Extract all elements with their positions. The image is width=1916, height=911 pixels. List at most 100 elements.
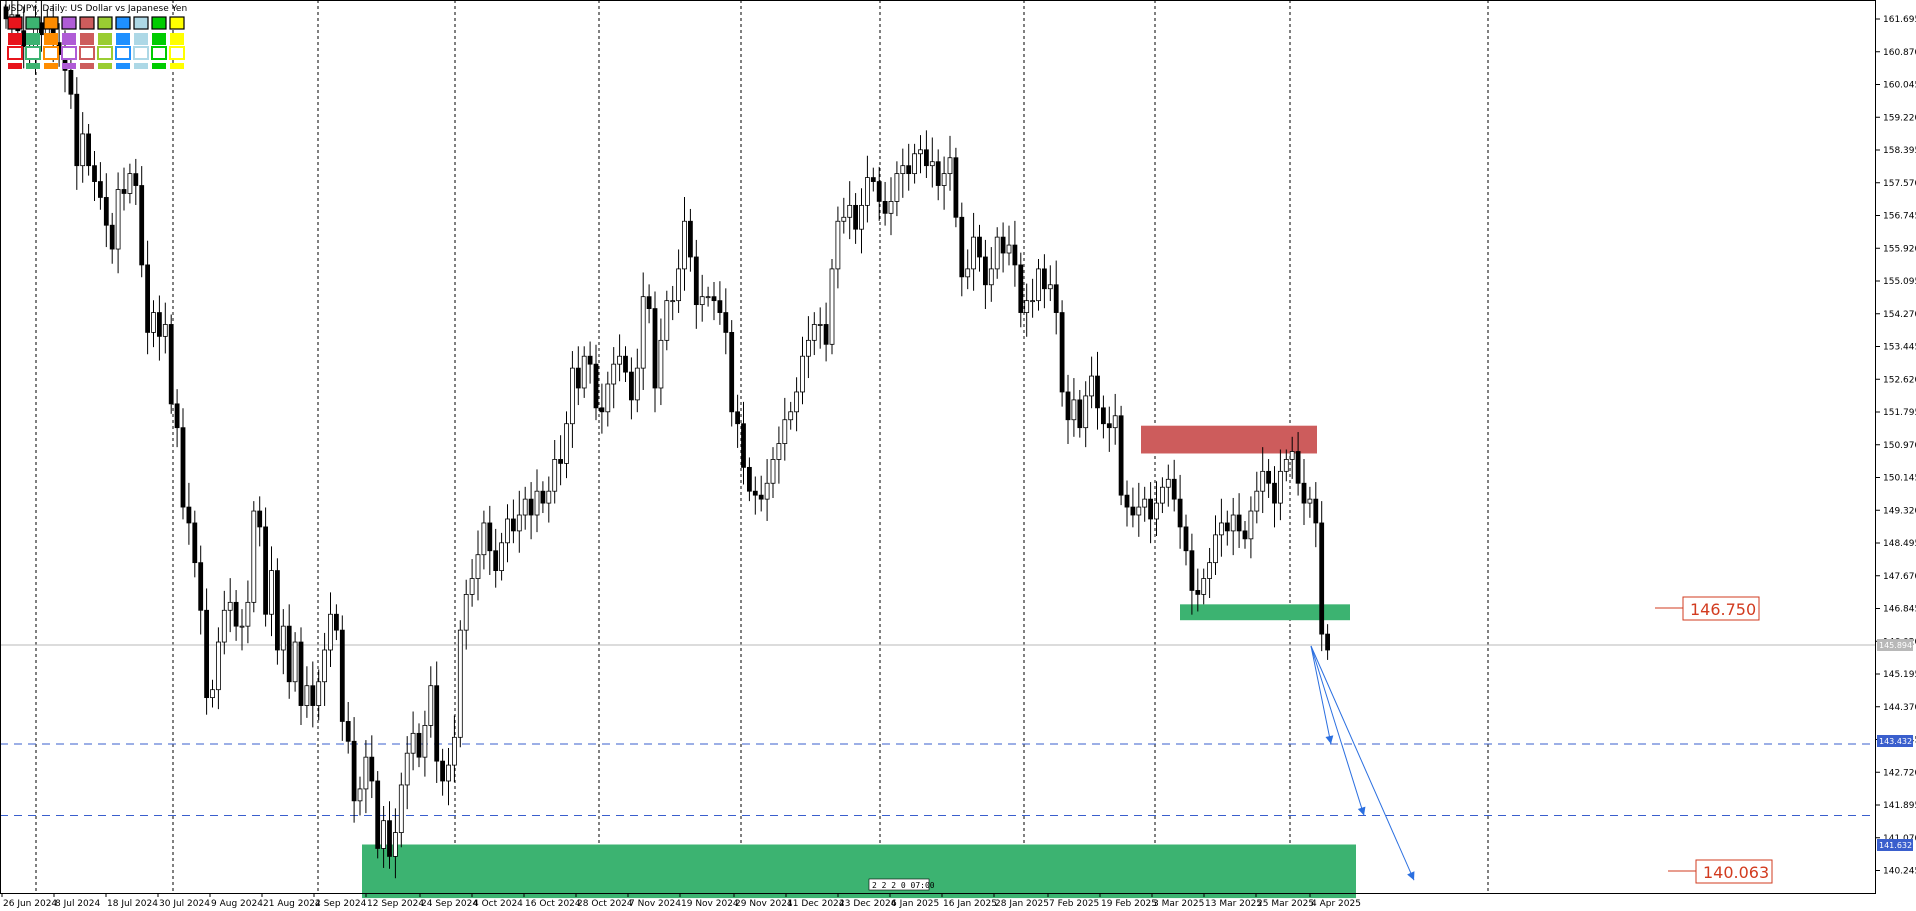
y-tick-label-9: 154.270 [1883, 310, 1916, 320]
candle-38 [227, 578, 233, 633]
candle-171 [1012, 220, 1018, 287]
candle-body-43 [257, 510, 263, 528]
candle-153 [906, 143, 912, 191]
candle-body-33 [198, 562, 204, 611]
candle-body-23 [139, 185, 145, 266]
candle-body-98 [581, 355, 587, 389]
candle-body-122 [723, 312, 729, 333]
candle-111 [658, 318, 664, 406]
candle-body-157 [929, 161, 935, 167]
candle-body-189 [1118, 415, 1124, 496]
candle-203 [1201, 568, 1207, 605]
candle-55 [328, 592, 333, 668]
candle-body-48 [286, 625, 292, 683]
candle-222 [1313, 482, 1319, 548]
candle-17 [103, 173, 109, 248]
palette-swatch-r1-0 [8, 33, 22, 45]
candle-77 [457, 620, 463, 748]
candle-body-169 [1000, 236, 1006, 254]
x-tick-label-6: 2 Sep 2024 [315, 899, 367, 909]
candle-110 [652, 291, 658, 413]
candle-body-127 [752, 490, 758, 496]
palette-swatch-r0-1 [25, 16, 41, 30]
candle-80 [475, 530, 481, 601]
candle-0 [3, 0, 9, 29]
y-tick-label-25: 141.070 [1883, 834, 1916, 844]
candle-143 [847, 181, 853, 240]
candle-body-218 [1289, 451, 1295, 460]
candle-122 [723, 288, 729, 355]
candle-body-163 [965, 268, 971, 278]
candle-body-201 [1189, 550, 1195, 591]
candle-body-41 [245, 601, 251, 627]
candle-body-106 [629, 371, 634, 401]
candle-71 [422, 710, 428, 777]
candle-body-182 [1077, 399, 1083, 429]
candle-body-39 [233, 601, 239, 627]
color-palette[interactable] [7, 16, 185, 69]
y-tick-label-14: 150.145 [1883, 474, 1916, 484]
x-tick-label-13: 19 Nov 2024 [681, 899, 739, 909]
candle-112 [664, 290, 670, 351]
candle-body-112 [664, 300, 670, 341]
level-label-2: 140.063 [1703, 863, 1769, 882]
candle-body-87 [516, 514, 522, 532]
palette-swatch-r3-5 [98, 63, 112, 69]
palette-swatch-r0-2 [43, 16, 59, 30]
candle-body-57 [339, 629, 345, 722]
candle-body-209 [1236, 514, 1242, 532]
candle-body-197 [1165, 478, 1171, 488]
y-tick-label-5: 157.570 [1883, 179, 1916, 189]
candle-body-117 [693, 256, 699, 306]
candle-body-92 [546, 490, 552, 504]
candle-body-144 [853, 204, 858, 230]
candle-body-97 [575, 367, 581, 389]
palette-swatch-r1-3 [62, 33, 76, 45]
y-tick-label-12: 151.795 [1883, 408, 1916, 418]
level-tag-1-text: 143.432 [1879, 737, 1912, 746]
candle-body-19 [115, 189, 121, 250]
candle-217 [1283, 449, 1289, 482]
candle-195 [1154, 481, 1159, 537]
candle-body-115 [682, 220, 687, 270]
candle-46 [274, 558, 280, 665]
candle-body-36 [215, 641, 221, 691]
candle-48 [286, 604, 292, 699]
candle-103 [611, 347, 617, 409]
candle-19 [115, 172, 121, 274]
candle-body-93 [552, 459, 558, 492]
x-tick-label-18: 16 Jan 2025 [943, 899, 997, 909]
candle-116 [688, 208, 693, 272]
candle-body-120 [711, 296, 717, 302]
candle-body-149 [882, 201, 888, 214]
candle-42 [251, 501, 257, 613]
y-tick-label-11: 152.620 [1883, 375, 1916, 385]
candle-135 [800, 336, 805, 405]
candle-146 [865, 155, 870, 223]
candle-159 [941, 156, 947, 210]
candle-body-223 [1319, 522, 1325, 635]
candle-33 [198, 545, 204, 635]
candle-141 [835, 206, 841, 289]
candle-body-183 [1083, 395, 1089, 429]
candle-24 [145, 240, 151, 355]
palette-swatch-r2-1 [25, 46, 41, 60]
candle-160 [947, 135, 953, 191]
candle-body-221 [1307, 498, 1313, 504]
candle-190 [1124, 480, 1130, 527]
candle-31 [186, 482, 192, 545]
candle-body-90 [534, 490, 540, 516]
candle-body-202 [1195, 590, 1201, 595]
palette-swatch-r2-5 [97, 46, 113, 60]
candle-36 [215, 627, 221, 710]
candle-body-51 [304, 685, 310, 706]
x-tick-label-8: 24 Sep 2024 [421, 899, 478, 909]
candle-54 [322, 632, 328, 706]
candle-220 [1301, 459, 1307, 525]
candle-body-27 [162, 324, 168, 337]
projection-arrowhead-0 [1325, 735, 1334, 744]
palette-swatch-r3-1 [26, 63, 40, 69]
candle-body-219 [1295, 451, 1301, 484]
y-tick-label-26: 140.245 [1883, 867, 1916, 877]
